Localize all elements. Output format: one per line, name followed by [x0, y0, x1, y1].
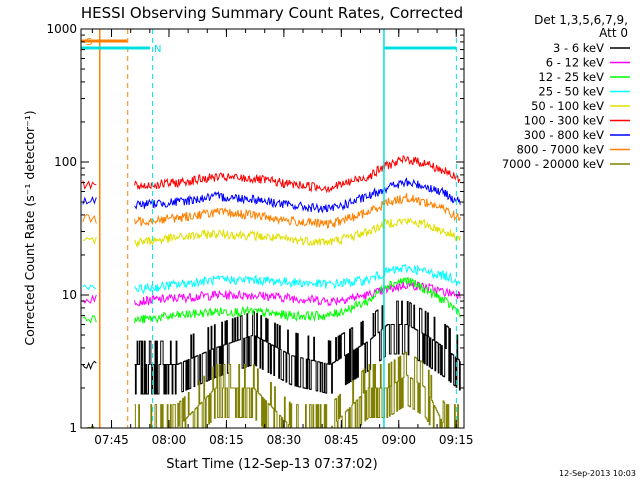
series-line-25-50-kev-pre: [82, 284, 97, 291]
annotation-label-n: N: [154, 44, 161, 55]
series-line-100-300-kev: [134, 155, 461, 194]
legend-label-100-300-kev: 100 - 300 keV: [524, 114, 604, 128]
series-line-6-12-kev: [134, 280, 461, 307]
axes-frame: [80, 28, 465, 429]
legend-header-line-2: Att 0: [599, 26, 628, 40]
series-line-300-800-kev: [134, 177, 461, 214]
series-line-12-25-kev-pre: [82, 315, 97, 324]
series-line-12-25-kev: [134, 276, 461, 324]
series-line-800-7000-kev: [134, 193, 461, 229]
series-line-6-12-kev-pre: [82, 294, 97, 304]
timestamp: 12-Sep-2013 10:03: [559, 469, 636, 478]
x-tick-label-0800: 08:00: [152, 433, 187, 447]
y-axis-label: Corrected Count Rate (s⁻¹ detector⁻¹): [22, 110, 37, 345]
x-axis-label: Start Time (12-Sep-13 07:37:02): [166, 457, 377, 472]
x-tick-label-0845: 08:45: [324, 433, 359, 447]
legend-header-line-1: Det 1,3,5,6,7,9,: [534, 13, 628, 27]
chart-title: HESSI Observing Summary Count Rates, Cor…: [81, 4, 463, 22]
y-tick-label-1000: 1000: [46, 22, 77, 36]
series-line-300-800-kev-pre: [82, 195, 97, 205]
series-line-3-6-kev-pre: [82, 360, 97, 371]
y-tick-label-1: 1: [69, 421, 77, 435]
series-line-50-100-kev: [134, 217, 461, 249]
legend-label-50-100-kev: 50 - 100 keV: [531, 99, 604, 113]
legend-label-7000-20000-kev: 7000 - 20000 keV: [502, 157, 604, 171]
series-line-25-50-kev: [134, 263, 461, 294]
legend-label-12-25-kev: 12 - 25 keV: [538, 70, 604, 84]
x-tick-label-0915: 09:15: [439, 433, 474, 447]
series-line-50-100-kev-pre: [82, 236, 97, 246]
legend-label-6-12-kev: 6 - 12 keV: [546, 56, 604, 70]
legend-label-300-800-kev: 300 - 800 keV: [524, 128, 604, 142]
plot-frame: [80, 28, 465, 429]
series-line-800-7000-kev-pre: [82, 213, 97, 224]
x-tick-label-0815: 08:15: [209, 433, 244, 447]
legend-label-25-50-kev: 25 - 50 keV: [538, 85, 604, 99]
axis-ticks: 1 10 100 1000 07:45 08:00 08:15 08:30 08:45 09:00…: [46, 22, 473, 447]
x-tick-label-0900: 09:00: [381, 433, 416, 447]
series-lines: [82, 155, 461, 429]
legend-label-800-7000-kev: 800 - 7000 keV: [516, 143, 604, 157]
y-tick-label-10: 10: [62, 288, 77, 302]
legend-label-3-6-kev: 3 - 6 keV: [553, 41, 604, 55]
series-line-3-6-kev: [134, 300, 461, 395]
y-tick-label-100: 100: [54, 155, 77, 169]
x-tick-label-0830: 08:30: [267, 433, 302, 447]
x-tick-label-0745: 07:45: [94, 433, 129, 447]
time-markers: SN: [81, 29, 457, 428]
series-line-100-300-kev-pre: [82, 180, 97, 191]
annotation-label-s: S: [86, 37, 92, 48]
